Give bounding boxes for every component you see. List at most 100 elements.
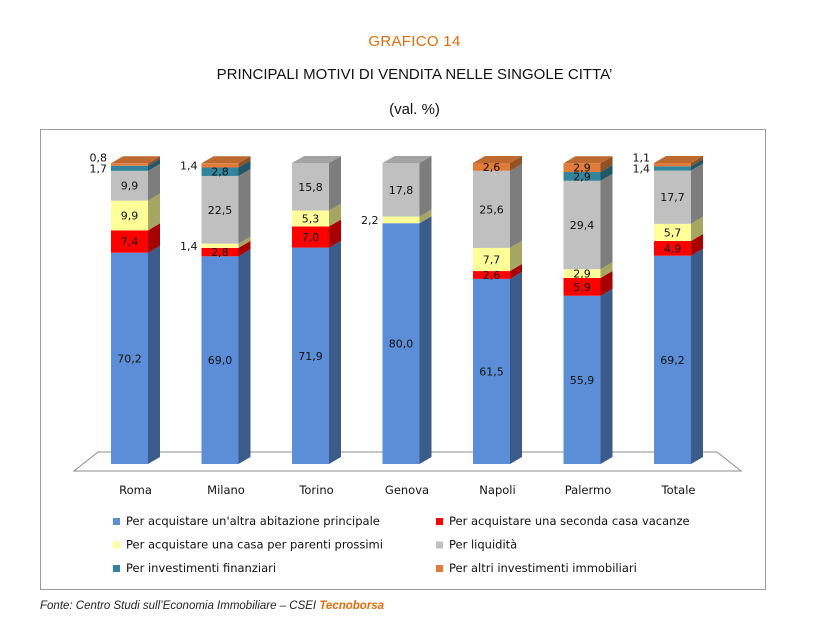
- bar-side-napoli-2: [510, 240, 522, 272]
- bar-side-roma-2: [148, 193, 160, 231]
- bar-top-roma: [111, 156, 160, 164]
- legend-swatch-3: [436, 541, 443, 549]
- bar-side-napoli-1: [510, 264, 522, 279]
- source-note: Fonte: Centro Studi sull’Economia Immobi…: [40, 600, 384, 612]
- bar-genova-0: [382, 223, 420, 464]
- bar-side-genova-3: [419, 156, 432, 217]
- bar-totale-1: [654, 240, 691, 256]
- data-label-totale-3: 17,7: [660, 191, 685, 204]
- chart-frame: Roma Milano Torino Genova Napoli Palermo Total…: [40, 129, 766, 590]
- data-label-napoli-3: 25,6: [479, 203, 504, 216]
- bar-side-napoli-5: [510, 156, 522, 171]
- legend-swatch-1: [436, 518, 443, 525]
- legend-label-4: Per investimenti finanziari: [126, 561, 276, 575]
- bar-side-totale-5: [691, 156, 703, 167]
- bar-napoli-5: [473, 163, 510, 171]
- data-label-totale-0: 69,2: [660, 354, 685, 367]
- data-label-milano-4: 2,8: [211, 166, 229, 179]
- legend-swatch-5: [436, 565, 443, 572]
- data-label-palermo-0: 55,9: [570, 374, 595, 387]
- bar-milano-5: [201, 163, 239, 168]
- bar-totale-4: [654, 166, 691, 171]
- bar-top-totale: [654, 156, 703, 163]
- data-label-roma-5: 0,8: [90, 151, 108, 164]
- bar-side-roma-5: [148, 156, 160, 166]
- bar-napoli-1: [473, 271, 510, 279]
- bar-torino-0: [292, 247, 329, 464]
- bar-torino-3: [292, 163, 329, 211]
- bar-top-genova: [382, 156, 432, 163]
- bar-side-milano-4: [238, 160, 251, 176]
- bar-side-palermo-5: [600, 156, 613, 173]
- bar-torino-1: [292, 226, 329, 248]
- bar-side-roma-4: [148, 158, 160, 171]
- bar-side-genova-2: [419, 209, 432, 224]
- chart-label: GRAFICO 14: [368, 33, 461, 50]
- bar-milano-2: [201, 243, 239, 248]
- bar-roma-1: [111, 230, 148, 253]
- bar-side-totale-0: [691, 248, 703, 464]
- source-brand: Tecnoborsa: [319, 600, 385, 612]
- bar-milano-1: [201, 247, 239, 257]
- bar-side-milano-1: [238, 240, 251, 257]
- bar-napoli-2: [473, 247, 510, 272]
- category-label-genova: Genova: [385, 483, 429, 497]
- data-label-totale-4: 1,4: [633, 162, 651, 175]
- category-label-palermo: Palermo: [565, 483, 612, 497]
- bar-palermo-2: [563, 269, 601, 278]
- data-label-roma-1: 7,4: [121, 236, 139, 249]
- data-label-totale-1: 4,9: [664, 242, 682, 255]
- bar-palermo-3: [563, 180, 601, 270]
- bar-roma-0: [111, 252, 148, 464]
- bar-top-palermo: [563, 156, 613, 164]
- data-label-palermo-1: 5,9: [573, 281, 591, 294]
- category-label-napoli: Napoli: [479, 483, 515, 497]
- bar-totale-5: [654, 163, 691, 167]
- bar-genova-2: [382, 216, 420, 224]
- data-label-palermo-5: 2,9: [573, 162, 591, 175]
- data-label-napoli-5: 2,6: [483, 161, 501, 174]
- bar-side-torino-2: [329, 203, 341, 227]
- bar-roma-4: [111, 165, 148, 171]
- data-label-milano-5: 1,4: [180, 159, 198, 172]
- bar-roma-5: [111, 163, 148, 166]
- legend-swatch-2: [113, 541, 120, 549]
- bar-top-napoli: [473, 156, 522, 163]
- bar-napoli-3: [473, 170, 510, 248]
- data-label-palermo-4: 2,9: [573, 170, 591, 183]
- legend-label-5: Per altri investimenti immobiliari: [449, 561, 637, 575]
- bar-side-torino-0: [329, 240, 341, 464]
- bar-side-torino-3: [329, 156, 341, 211]
- bar-milano-0: [201, 256, 239, 464]
- bar-totale-2: [654, 223, 691, 241]
- bar-napoli-0: [473, 278, 510, 464]
- bar-side-palermo-3: [600, 173, 613, 270]
- category-label-totale: Totale: [661, 483, 696, 497]
- bar-side-milano-3: [238, 168, 251, 244]
- legend-swatch-0: [113, 518, 120, 525]
- data-label-milano-0: 69,0: [208, 354, 233, 367]
- bar-torino-2: [292, 210, 329, 227]
- bar-side-totale-1: [691, 233, 703, 256]
- bar-side-palermo-2: [600, 262, 613, 278]
- source-text: Fonte: Centro Studi sull’Economia Immobi…: [40, 600, 320, 612]
- bar-top-milano: [201, 156, 251, 164]
- chart-title: PRINCIPALI MOTIVI DI VENDITA NELLE SINGO…: [216, 66, 613, 83]
- bar-side-napoli-3: [510, 163, 522, 248]
- bar-side-roma-0: [148, 245, 160, 464]
- stacked-bar-chart: Roma Milano Torino Genova Napoli Palermo Total…: [72, 151, 743, 575]
- bar-milano-4: [201, 167, 239, 176]
- data-label-napoli-2: 7,7: [483, 253, 501, 266]
- data-label-genova-3: 17,8: [389, 184, 414, 197]
- legend-label-0: Per acquistare un'altra abitazione princ…: [126, 514, 380, 528]
- data-label-genova-2: 2,2: [361, 214, 379, 227]
- data-label-roma-0: 70,2: [117, 352, 142, 365]
- data-label-totale-5: 1,1: [633, 151, 651, 164]
- bar-palermo-4: [563, 172, 601, 181]
- bar-side-totale-2: [691, 216, 703, 241]
- bar-side-milano-0: [238, 249, 251, 464]
- bar-side-roma-1: [148, 223, 160, 253]
- bar-side-palermo-4: [600, 165, 613, 181]
- data-label-torino-1: 7,0: [302, 231, 320, 244]
- data-label-milano-2: 1,4: [180, 240, 198, 253]
